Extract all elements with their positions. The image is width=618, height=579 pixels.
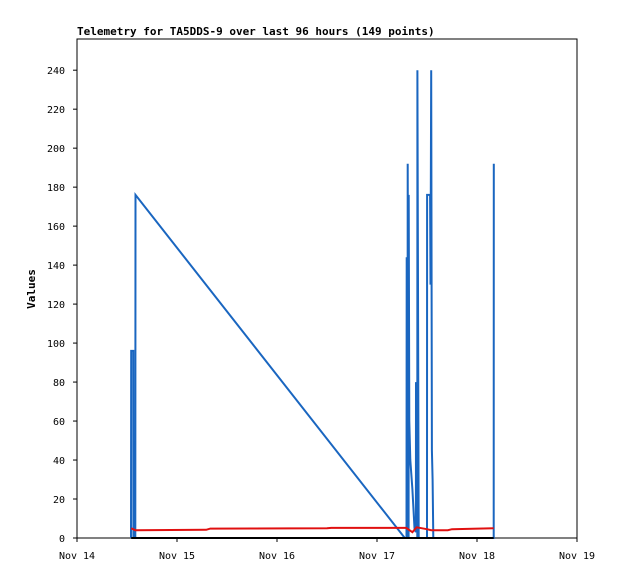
y-tick-label: 0 (59, 534, 65, 545)
y-tick-label: 60 (53, 417, 65, 428)
x-tick-label: Nov 18 (459, 551, 495, 562)
plot-area (76, 38, 578, 539)
y-tick-label: 140 (47, 261, 65, 272)
y-tick-label: 200 (47, 144, 65, 155)
y-tick-label: 220 (47, 105, 65, 116)
x-tick-label: Nov 15 (159, 551, 195, 562)
y-tick-label: 40 (53, 456, 65, 467)
x-tick-label: Nov 16 (259, 551, 295, 562)
chart-title: Telemetry for TA5DDS-9 over last 96 hour… (77, 25, 435, 38)
x-tick-label: Nov 14 (59, 551, 95, 562)
x-tick-label: Nov 19 (559, 551, 595, 562)
series-group (130, 70, 495, 539)
y-tick-label: 20 (53, 495, 65, 506)
y-axis: 0 20 40 60 80 100 120 140 160 180 200 220 240 (47, 66, 77, 545)
y-tick-label: 160 (47, 222, 65, 233)
y-tick-label: 180 (47, 183, 65, 194)
x-axis: Nov 14 Nov 15 Nov 16 Nov 17 Nov 18 Nov 19 (59, 538, 595, 562)
series-line-2 (130, 526, 494, 534)
y-tick-label: 80 (53, 378, 65, 389)
x-tick-label: Nov 17 (359, 551, 395, 562)
y-axis-label: Values (25, 269, 38, 309)
y-tick-label: 240 (47, 66, 65, 77)
y-tick-label: 100 (47, 339, 65, 350)
y-tick-label: 120 (47, 300, 65, 311)
series-line-1 (130, 70, 495, 539)
